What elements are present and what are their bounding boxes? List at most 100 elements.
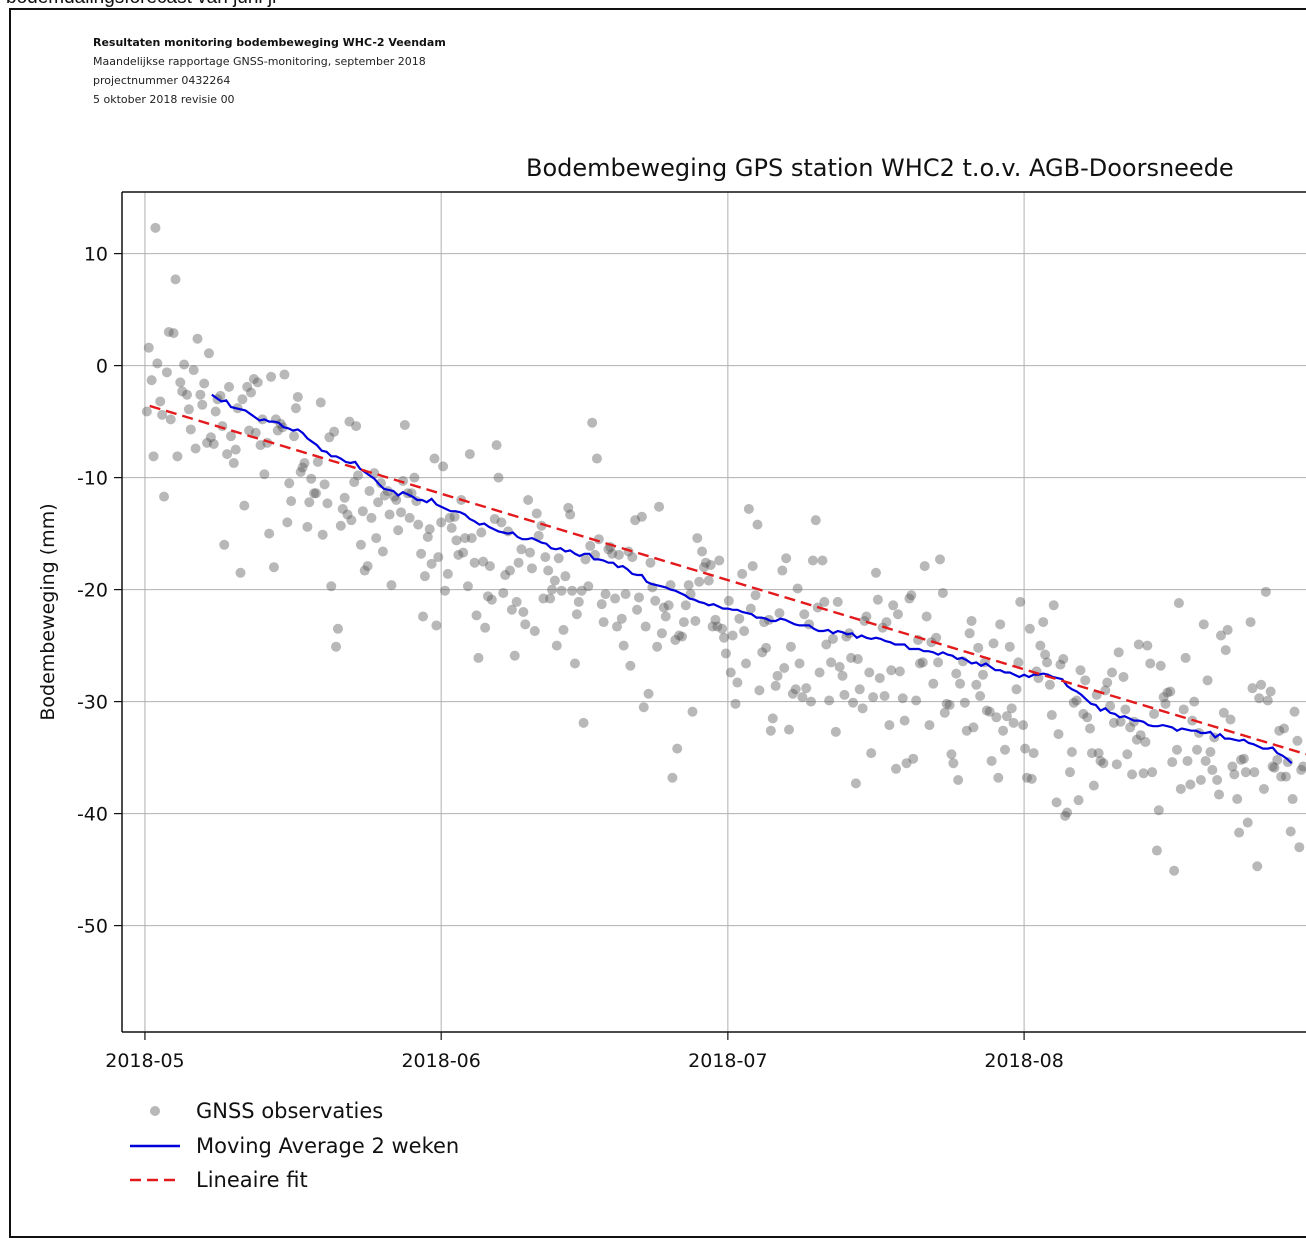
observation-point xyxy=(531,508,542,519)
observation-point xyxy=(901,758,912,769)
observation-point xyxy=(335,520,346,531)
observation-point xyxy=(386,580,397,591)
observation-point xyxy=(906,590,917,601)
observation-point xyxy=(797,692,808,703)
observation-point xyxy=(1142,640,1153,651)
report-title: Resultaten monitoring bodembeweging WHC-… xyxy=(93,36,446,49)
observation-point xyxy=(652,641,663,652)
observation-point xyxy=(859,615,870,626)
observation-point xyxy=(1256,679,1267,690)
observation-point xyxy=(1149,708,1160,719)
top-caption-fragment: bodemdalingsforecast van juni ji xyxy=(6,0,276,9)
observation-point xyxy=(195,389,206,400)
observation-point xyxy=(725,667,736,678)
observation-point xyxy=(565,509,576,520)
observation-point xyxy=(805,696,816,707)
observation-point xyxy=(480,622,491,633)
observation-point xyxy=(339,492,350,503)
observation-point xyxy=(1021,772,1032,783)
observation-point xyxy=(897,693,908,704)
observation-point xyxy=(814,667,825,678)
observation-point xyxy=(911,695,922,706)
observation-point xyxy=(1095,755,1106,766)
observation-point xyxy=(172,451,183,462)
observation-point xyxy=(939,707,950,718)
observation-point xyxy=(1252,861,1263,872)
observation-point xyxy=(264,528,275,539)
observation-point xyxy=(919,561,930,572)
observation-point xyxy=(1260,586,1271,597)
observation-point xyxy=(248,374,259,385)
observation-point xyxy=(228,458,239,469)
observation-point xyxy=(1147,767,1158,778)
observation-point xyxy=(719,632,730,643)
observation-point xyxy=(1133,639,1144,650)
observation-point xyxy=(496,517,507,528)
observation-point xyxy=(498,587,509,598)
observation-point xyxy=(1118,671,1129,682)
observation-point xyxy=(852,654,863,665)
observation-point xyxy=(157,409,168,420)
observation-point xyxy=(1242,817,1253,828)
observation-point xyxy=(500,570,511,581)
observation-point xyxy=(1294,842,1305,853)
observation-point xyxy=(471,610,482,621)
observation-point xyxy=(1267,761,1278,772)
observation-point xyxy=(1015,596,1026,607)
observation-point xyxy=(286,496,297,507)
observation-point xyxy=(413,519,424,530)
observation-point xyxy=(371,533,382,544)
observation-point xyxy=(1225,714,1236,725)
observation-point xyxy=(886,665,897,676)
observation-point xyxy=(988,638,999,649)
observation-point xyxy=(578,717,589,728)
observation-point xyxy=(1238,753,1249,764)
observation-point xyxy=(1280,771,1291,782)
observation-point xyxy=(937,587,948,598)
observation-point xyxy=(832,596,843,607)
observation-point xyxy=(610,593,621,604)
observation-point xyxy=(757,647,768,658)
observation-point xyxy=(462,581,473,592)
observation-point xyxy=(304,497,315,508)
observation-point xyxy=(1171,744,1182,755)
observation-point xyxy=(146,375,157,386)
observation-point xyxy=(779,663,790,673)
grid xyxy=(122,192,1306,1032)
observation-point xyxy=(353,470,364,481)
observation-point xyxy=(324,432,335,443)
observation-point xyxy=(1151,845,1162,856)
observation-point xyxy=(1051,797,1062,808)
observation-point xyxy=(520,619,531,630)
observation-point xyxy=(1202,675,1213,686)
observation-point xyxy=(404,512,415,523)
observation-point xyxy=(344,416,355,427)
observation-point xyxy=(857,703,868,714)
observation-point xyxy=(205,432,216,443)
observation-point xyxy=(1055,659,1066,670)
observation-point xyxy=(861,611,872,622)
observation-point xyxy=(881,617,892,628)
observation-point xyxy=(373,497,384,508)
observation-point xyxy=(266,371,277,382)
observation-point xyxy=(1282,757,1293,768)
observation-point xyxy=(1289,706,1300,717)
observation-point xyxy=(326,581,337,592)
observation-point xyxy=(419,571,430,582)
observation-point xyxy=(225,431,236,442)
observation-point xyxy=(899,715,910,726)
observation-point xyxy=(723,595,734,606)
observation-point xyxy=(774,608,785,619)
observation-point xyxy=(761,642,772,653)
observation-point xyxy=(794,658,805,669)
observation-point xyxy=(302,521,313,532)
observation-point xyxy=(765,725,776,736)
observation-point xyxy=(870,567,881,578)
y-tick-label: -10 xyxy=(77,468,108,490)
observation-point xyxy=(998,725,1009,736)
observation-point xyxy=(239,500,250,511)
observation-point xyxy=(473,652,484,663)
observation-point xyxy=(1127,769,1138,780)
observation-point xyxy=(375,478,386,489)
observation-point xyxy=(208,439,219,449)
